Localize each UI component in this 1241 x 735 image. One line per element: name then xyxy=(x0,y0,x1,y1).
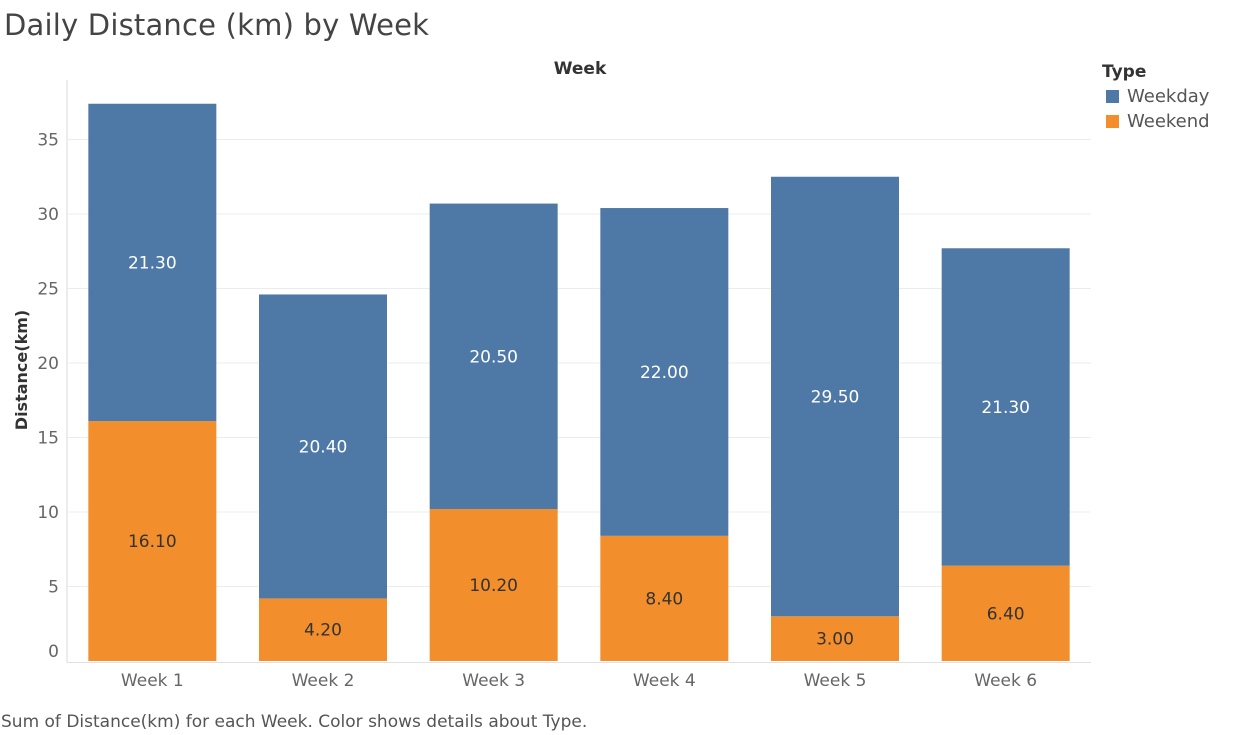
y-tick-label: 15 xyxy=(37,429,59,449)
y-tick-label: 20 xyxy=(37,354,59,374)
bar-weekend xyxy=(600,535,729,661)
legend-title: Type xyxy=(1102,62,1147,82)
chart-caption: Sum of Distance(km) for each Week. Color… xyxy=(1,712,588,732)
y-tick-label: 35 xyxy=(37,131,59,151)
data-label-weekday: 21.30 xyxy=(128,253,177,273)
x-tick-label: Week 4 xyxy=(633,671,696,691)
data-label-weekend: 10.20 xyxy=(469,576,518,596)
data-label-weekend: 6.40 xyxy=(987,604,1025,624)
bar-weekend xyxy=(88,421,217,661)
data-label-weekend: 3.00 xyxy=(816,630,854,650)
bar-weekend xyxy=(771,616,899,661)
bar-weekday xyxy=(88,103,217,422)
legend-swatch-weekday xyxy=(1106,90,1119,103)
bar-weekend xyxy=(429,509,558,661)
data-label-weekday: 22.00 xyxy=(640,363,689,383)
legend-swatch-weekend xyxy=(1106,115,1119,128)
y-tick-label: 10 xyxy=(37,503,59,523)
bar-weekday xyxy=(600,208,729,536)
bar-weekday xyxy=(429,203,558,510)
data-label-weekend: 16.10 xyxy=(128,532,177,552)
chart-title: Daily Distance (km) by Week xyxy=(4,8,430,42)
data-label-weekday: 21.30 xyxy=(981,398,1030,418)
bar-weekday xyxy=(259,294,387,599)
column-header: Week xyxy=(554,59,607,79)
legend-item-weekend[interactable]: Weekend xyxy=(1102,109,1210,134)
bar-weekday xyxy=(771,176,899,617)
x-tick-label: Week 2 xyxy=(292,671,355,691)
data-label-weekday: 20.40 xyxy=(299,437,348,457)
y-tick-label: 5 xyxy=(48,578,59,598)
bar-weekend xyxy=(259,598,387,661)
legend-label-weekday: Weekday xyxy=(1127,86,1210,107)
y-tick-label: 0 xyxy=(48,642,59,662)
x-tick-label: Week 1 xyxy=(121,671,184,691)
y-axis-title: Distance(km) xyxy=(12,310,31,430)
legend-label-weekend: Weekend xyxy=(1127,111,1210,132)
legend-item-weekday[interactable]: Weekday xyxy=(1102,84,1210,109)
x-tick-label: Week 6 xyxy=(974,671,1037,691)
bar-weekday xyxy=(941,248,1070,566)
x-tick-label: Week 3 xyxy=(462,671,525,691)
data-label-weekend: 8.40 xyxy=(645,589,683,609)
y-tick-label: 30 xyxy=(37,205,59,225)
data-label-weekday: 20.50 xyxy=(469,347,518,367)
bar-weekend xyxy=(941,565,1070,661)
data-label-weekend: 4.20 xyxy=(304,621,342,641)
legend: Type Weekday Weekend xyxy=(1102,62,1210,134)
y-tick-label: 25 xyxy=(37,280,59,300)
x-tick-label: Week 5 xyxy=(804,671,867,691)
data-label-weekday: 29.50 xyxy=(811,388,860,408)
